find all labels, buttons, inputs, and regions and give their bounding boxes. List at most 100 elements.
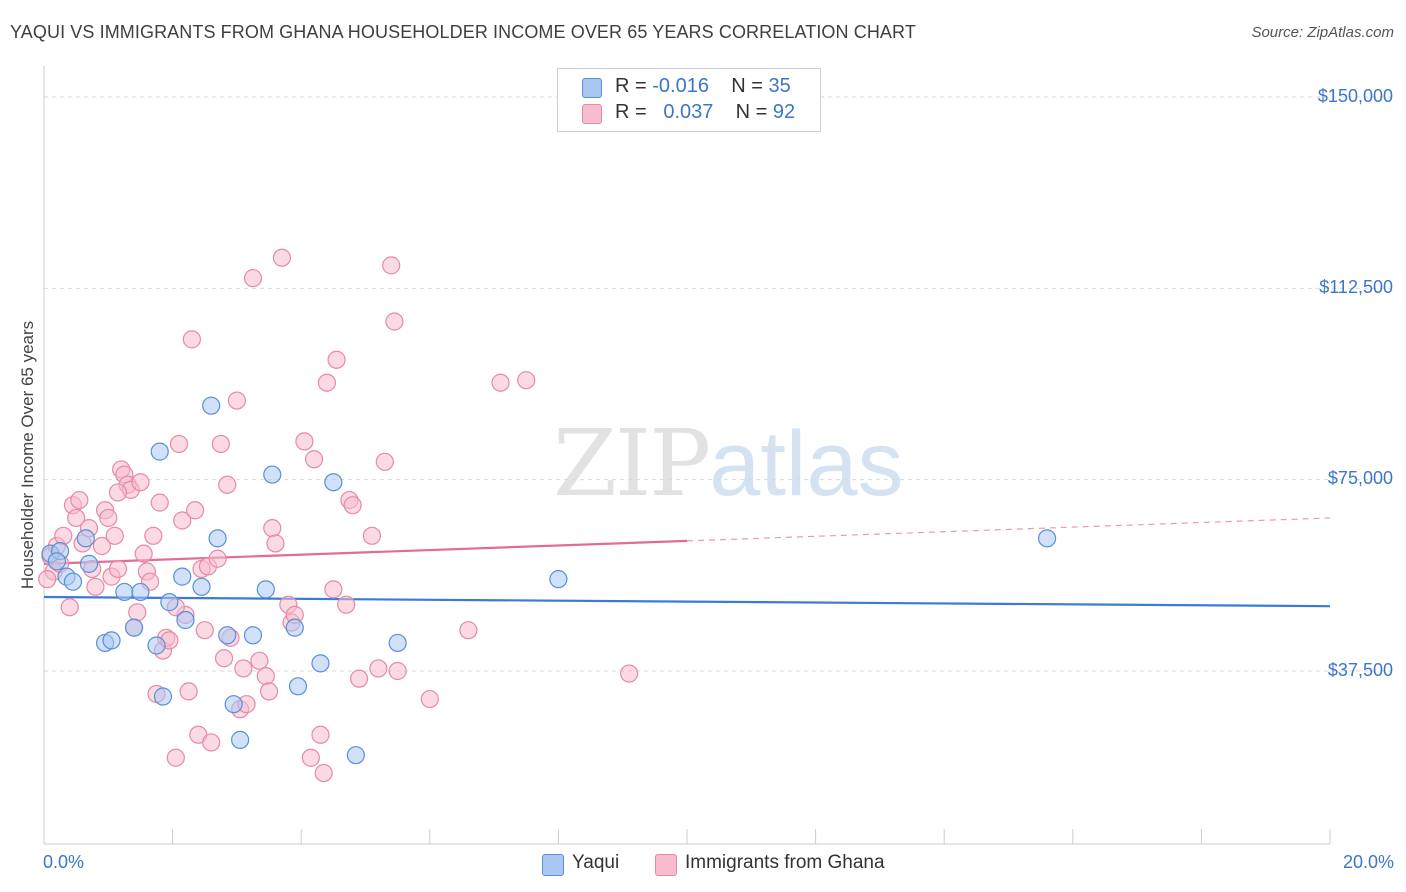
n-label: N = [731, 75, 763, 97]
yaqui-point [208, 529, 227, 548]
ghana-point [234, 659, 253, 678]
ghana-point [259, 682, 279, 701]
ghana-swatch [582, 104, 602, 124]
yaqui-point [173, 567, 192, 586]
ghana-point [314, 763, 333, 783]
ghana-point [131, 473, 150, 492]
ghana-point [369, 659, 388, 678]
yaqui-point [102, 631, 121, 650]
axes [43, 66, 1331, 845]
ghana-point [92, 536, 111, 556]
yaqui-point [160, 593, 179, 612]
ghana-point [211, 434, 230, 454]
ghana-point [517, 371, 536, 390]
ghana-point [382, 256, 401, 275]
yaqui-point [115, 582, 134, 602]
ghana-point [173, 511, 192, 530]
ghana-point [218, 475, 237, 494]
yaqui-point [131, 582, 150, 602]
yaqui-point [79, 554, 99, 573]
ghana-point [169, 434, 189, 454]
yaqui-trend-line [43, 595, 1331, 608]
yaqui-point [147, 636, 166, 655]
grid-lines [44, 96, 1395, 672]
x-tick-label-left: 0.0% [43, 852, 85, 872]
y-tick-label: $75,000 [1327, 468, 1393, 488]
ghana-point [128, 603, 147, 622]
ghana-point [317, 373, 337, 392]
ghana-trend-line-dashed [686, 517, 1331, 542]
ghana-point [86, 577, 105, 596]
yaqui-point [153, 687, 173, 706]
yaqui-point [256, 580, 275, 599]
trend-lines [43, 517, 1331, 608]
yaqui-point [311, 654, 330, 673]
ghana-point [60, 598, 79, 617]
watermark-atlas: atlas [709, 413, 904, 515]
ghana-point [105, 526, 124, 545]
ghana-point [108, 559, 128, 579]
watermark-zip: ZIP [553, 410, 711, 517]
ghana-point [166, 748, 185, 767]
ghana-point [327, 350, 346, 369]
yaqui-point [324, 473, 343, 492]
x-tick-label-right: 20.0% [1342, 852, 1394, 872]
yaqui-point [176, 610, 195, 630]
y-tick-label: $112,500 [1319, 277, 1393, 297]
r-value-yaqui: -0.016 [652, 75, 709, 97]
ghana-point [385, 312, 404, 331]
ghana-point [134, 544, 153, 563]
ghana-point [266, 534, 285, 553]
legend-text: R = 0.037 N = 92 [615, 101, 795, 124]
ghana-point [295, 432, 314, 451]
ghana-point [214, 649, 234, 668]
r-value-ghana: 0.037 [663, 101, 714, 123]
ghana-point [182, 330, 201, 349]
yaqui-point [150, 442, 169, 461]
yaqui-point [47, 552, 66, 571]
yaqui-point [202, 396, 221, 415]
ghana-trend-line [43, 539, 688, 565]
ghana-point [243, 269, 263, 288]
ghana-point [70, 490, 89, 510]
yaqui-point [218, 626, 237, 645]
r-label: R = [615, 75, 647, 97]
yaqui-point [192, 577, 211, 596]
ghana-point [195, 621, 214, 640]
yaqui-point [76, 529, 95, 548]
ghana-point [144, 526, 163, 545]
ghana-point [388, 661, 407, 681]
ghana-point [67, 508, 86, 528]
ghana-point [263, 519, 282, 538]
ghana-point [337, 595, 356, 614]
ghana-points [38, 248, 639, 783]
ghana-point [272, 248, 292, 267]
ghana-point [99, 508, 118, 528]
ghana-point [179, 682, 198, 701]
yaqui-point [63, 572, 83, 591]
ghana-point [54, 526, 73, 545]
chart-source: Source: ZipAtlas.com [1251, 24, 1394, 41]
ghana-point [108, 483, 128, 502]
yaqui-point [388, 633, 407, 653]
yaqui-point [124, 618, 144, 637]
yaqui-point [1037, 529, 1057, 548]
yaqui-point [243, 626, 263, 645]
ghana-point [38, 570, 57, 589]
ghana-point [208, 549, 227, 568]
ghana-point [250, 651, 269, 670]
ghana-point [349, 669, 369, 688]
ghana-legend-swatch [655, 854, 677, 876]
yaqui-legend-label: Yaqui [572, 852, 620, 873]
yaqui-legend-swatch [542, 854, 564, 876]
n-value-ghana: 92 [772, 101, 796, 123]
yaqui-point [231, 730, 250, 749]
r-label: R = [615, 101, 647, 123]
yaqui-point [288, 677, 308, 696]
ghana-point [324, 580, 343, 599]
ghana-point [311, 725, 330, 744]
ghana-point [202, 733, 221, 752]
yaqui-points [41, 396, 1057, 765]
ghana-point [186, 501, 205, 520]
